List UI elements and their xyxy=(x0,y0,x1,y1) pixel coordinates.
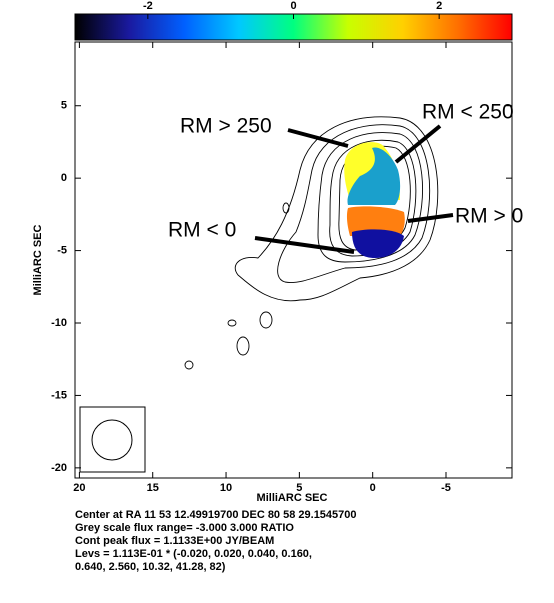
x-tick-label: 5 xyxy=(296,482,302,494)
x-tick-label: 10 xyxy=(220,482,232,494)
y-tick-label: -20 xyxy=(51,462,67,474)
x-axis-label: MilliARC SEC xyxy=(257,492,328,504)
y-tick-label: -10 xyxy=(51,317,67,329)
y-tick-label: -5 xyxy=(57,244,67,256)
beam-box xyxy=(79,406,146,473)
colorbar-tick-label: 0 xyxy=(290,0,296,12)
x-tick-label: 20 xyxy=(73,482,85,494)
annotation: RM > 0 xyxy=(455,205,523,228)
caption-line: 0.640, 2.560, 10.32, 41.28, 82) xyxy=(75,561,226,573)
annotation: RM < 0 xyxy=(168,219,236,242)
colorbar-tick-label: -2 xyxy=(143,0,153,12)
caption-line: Center at RA 11 53 12.49919700 DEC 80 58… xyxy=(75,509,357,521)
caption-line: Cont peak flux = 1.1133E+00 JY/BEAM xyxy=(75,535,274,547)
plot-frame xyxy=(74,41,513,479)
annotation: RM > 250 xyxy=(180,115,272,138)
caption-line: Grey scale flux range= -3.000 3.000 RATI… xyxy=(75,522,294,534)
rm-regions xyxy=(344,142,405,258)
x-tick-label: -5 xyxy=(441,482,451,494)
annotation: RM < 250 xyxy=(422,101,514,124)
colorbar-tick-label: 2 xyxy=(436,0,442,12)
beam xyxy=(91,419,133,461)
x-tick-label: 15 xyxy=(147,482,159,494)
arrows xyxy=(254,124,454,254)
x-tick-label: 0 xyxy=(370,482,376,494)
y-tick-label: 5 xyxy=(61,100,67,112)
y-tick-label: -15 xyxy=(51,389,67,401)
y-axis-label: MilliARC SEC xyxy=(32,225,44,296)
caption-line: Levs = 1.113E-01 * (-0.020, 0.020, 0.040… xyxy=(75,548,312,560)
y-tick-label: 0 xyxy=(61,172,67,184)
